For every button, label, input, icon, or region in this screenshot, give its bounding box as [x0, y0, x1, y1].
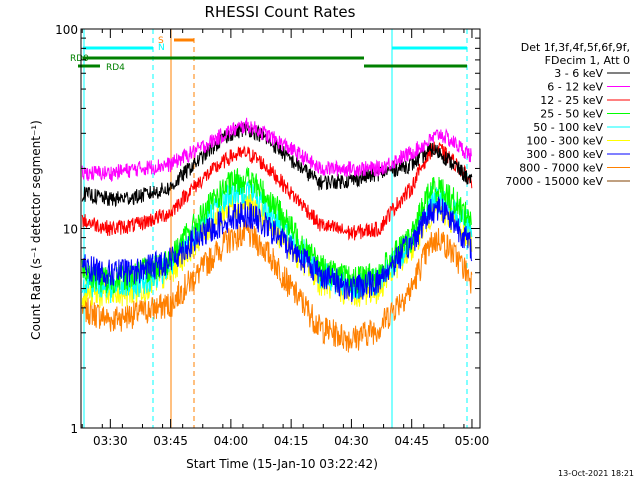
x-tick-label: 04:15	[274, 434, 309, 448]
chart-title: RHESSI Count Rates	[205, 3, 356, 21]
legend-label: 100 - 300 keV	[526, 135, 603, 148]
legend-label: 3 - 6 keV	[554, 67, 603, 80]
legend-header-line-2: FDecim 1, Att 0	[545, 54, 630, 67]
legend: Det 1f,3f,4f,5f,6f,9f, FDecim 1, Att 0 3…	[505, 41, 630, 188]
legend-label: 7000 - 15000 keV	[505, 175, 603, 188]
annotation-s: S	[158, 36, 164, 46]
legend-label: 50 - 100 keV	[533, 121, 603, 134]
series-layer	[81, 117, 473, 353]
annotation-rd0: RD0	[70, 54, 89, 64]
x-tick-label: 03:45	[153, 434, 188, 448]
legend-label: 300 - 800 keV	[526, 148, 603, 161]
series-line	[81, 196, 473, 303]
x-tick-label: 04:30	[334, 434, 369, 448]
series-line	[81, 120, 473, 208]
annotation-rd4: RD4	[106, 63, 125, 73]
x-tick-label: 05:00	[455, 434, 490, 448]
axes-layer: 03:30 03:45 04:00 04:15 04:30 04:45 05:00 1 10 10…	[55, 23, 489, 448]
legend-label: 800 - 7000 keV	[519, 162, 603, 175]
y-axis-label: Count Rate (s⁻¹ detector segment⁻¹)	[29, 120, 43, 340]
x-tick-label: 04:00	[214, 434, 249, 448]
y-tick-label: 10	[63, 223, 78, 237]
legend-label: 6 - 12 keV	[547, 81, 603, 94]
y-tick-label: 100	[55, 23, 78, 37]
legend-label: 12 - 25 keV	[540, 94, 603, 107]
footer-timestamp: 13-Oct-2021 18:21	[558, 469, 634, 478]
x-tick-label: 04:45	[394, 434, 429, 448]
y-tick-label: 1	[70, 422, 78, 436]
x-tick-label: 03:30	[93, 434, 128, 448]
series-line	[81, 117, 472, 183]
series-line	[81, 219, 473, 353]
legend-label: 25 - 50 keV	[540, 108, 603, 121]
series-line	[81, 141, 473, 241]
legend-header-line-1: Det 1f,3f,4f,5f,6f,9f,	[521, 41, 630, 54]
annotation-n: N	[158, 43, 165, 53]
x-axis-label: Start Time (15-Jan-10 03:22:42)	[186, 457, 378, 471]
